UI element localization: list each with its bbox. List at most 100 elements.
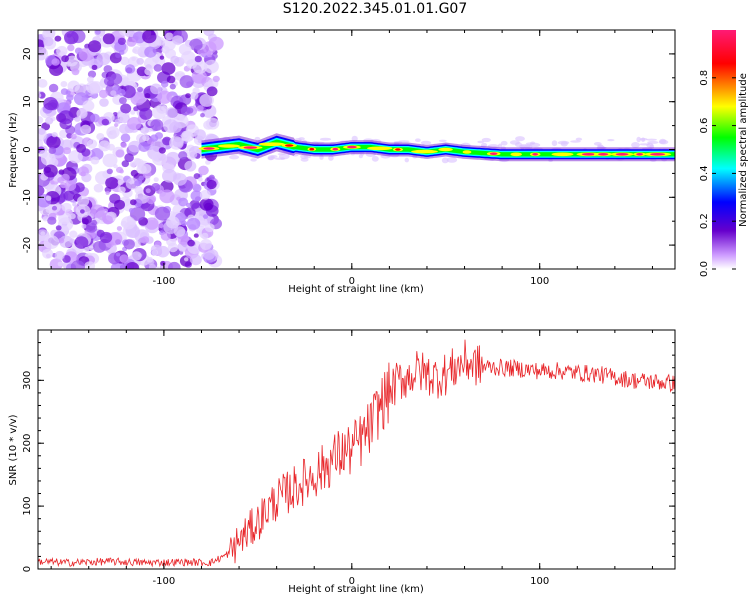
noise-blob: [51, 205, 58, 211]
noise-blob: [158, 223, 164, 229]
haze-blob: [641, 137, 646, 143]
noise-blob: [121, 85, 136, 99]
noise-blob: [144, 93, 151, 99]
noise-blob: [130, 199, 137, 206]
noise-blob: [66, 55, 78, 67]
noise-blob: [177, 234, 190, 245]
noise-blob: [128, 208, 135, 213]
signal-peak-yellow: [510, 152, 522, 157]
noise-blob: [167, 242, 179, 253]
haze-blob: [371, 155, 379, 162]
noise-blob: [153, 177, 159, 183]
noise-blob: [118, 49, 125, 55]
haze-blob: [658, 139, 669, 145]
noise-blob: [203, 59, 219, 74]
noise-blob: [60, 88, 69, 95]
noise-blob: [191, 69, 207, 84]
haze-blob: [570, 140, 581, 143]
colorbar-tick-label: 0.2: [699, 213, 710, 229]
signal-peak-red: [615, 153, 629, 156]
haze-blob: [363, 138, 374, 143]
noise-blob: [85, 81, 100, 94]
noise-blob: [160, 231, 171, 241]
haze-blob: [277, 153, 286, 156]
signal-peak-yellow: [411, 149, 438, 154]
noise-blob: [96, 229, 105, 238]
noise-blob: [155, 266, 161, 269]
noise-blob: [193, 129, 206, 141]
noise-blob: [51, 58, 60, 66]
signal-peak-red: [636, 153, 643, 156]
haze-blob: [250, 158, 257, 162]
noise-blob: [200, 113, 205, 118]
y-tick-label: 300: [22, 371, 33, 390]
noise-blob: [125, 30, 135, 38]
haze-blob: [328, 155, 334, 161]
noise-blob: [129, 161, 136, 168]
signal-peak-red: [285, 144, 294, 147]
noise-blob: [83, 246, 90, 252]
noise-blob: [206, 86, 218, 97]
noise-blob: [141, 236, 150, 244]
noise-blob: [184, 160, 197, 172]
noise-blob: [189, 151, 198, 159]
signal-peak-red: [332, 147, 339, 151]
noise-blob: [190, 92, 199, 100]
noise-blob: [88, 245, 94, 251]
snr-axes: -100 0 100 0 100 200 300: [22, 329, 675, 587]
snr-frame: [37, 329, 676, 570]
noise-blob: [80, 124, 92, 135]
colorbar-tick-label: 0.6: [699, 118, 710, 134]
noise-blob: [150, 134, 159, 142]
x-tick-label: -100: [153, 276, 176, 287]
haze-blob: [254, 136, 261, 141]
haze-blob: [646, 142, 654, 148]
noise-blob: [159, 55, 165, 60]
y-tick-label: 0: [22, 146, 33, 152]
noise-blob: [123, 239, 135, 250]
noise-blob: [127, 117, 142, 130]
noise-blob: [42, 216, 49, 222]
noise-blob: [187, 239, 195, 247]
signal-peak-red: [309, 147, 315, 151]
noise-blob: [64, 30, 79, 45]
noise-blob: [44, 166, 51, 173]
noise-blob: [206, 117, 220, 130]
noise-blob: [56, 45, 68, 57]
noise-blob: [67, 80, 80, 92]
haze-blob: [600, 146, 607, 149]
signal-peak-red: [395, 148, 401, 151]
haze-blob: [267, 156, 274, 161]
x-tick-label: 0: [349, 276, 355, 287]
signal-peak-red: [347, 145, 357, 149]
noise-blob: [144, 46, 157, 58]
noise-blob: [88, 40, 102, 53]
noise-blob: [212, 75, 220, 83]
noise-blob: [57, 237, 65, 244]
y-tick-label: 100: [22, 497, 33, 516]
noise-blob: [120, 220, 128, 227]
noise-blob: [107, 143, 115, 151]
x-tick-label: -100: [153, 576, 176, 587]
snr-series-line: [38, 339, 675, 568]
noise-blob: [93, 183, 104, 193]
noise-blob: [67, 44, 75, 52]
noise-blob: [208, 174, 215, 181]
noise-blob: [38, 79, 48, 88]
haze-blob: [515, 136, 525, 142]
noise-blob: [87, 70, 97, 78]
noise-blob: [158, 147, 166, 154]
noise-blob: [132, 48, 138, 54]
noise-blob: [199, 189, 211, 200]
noise-blob: [170, 55, 180, 64]
noise-blob: [42, 30, 56, 40]
noise-blob: [173, 173, 187, 186]
noise-blob: [151, 183, 161, 191]
noise-blob: [190, 254, 202, 266]
noise-blob: [105, 190, 110, 195]
signal-peak-red: [532, 153, 539, 156]
noise-blob: [121, 160, 129, 168]
noise-blob: [193, 233, 199, 238]
noise-blob: [68, 150, 83, 164]
noise-blob: [148, 263, 156, 269]
